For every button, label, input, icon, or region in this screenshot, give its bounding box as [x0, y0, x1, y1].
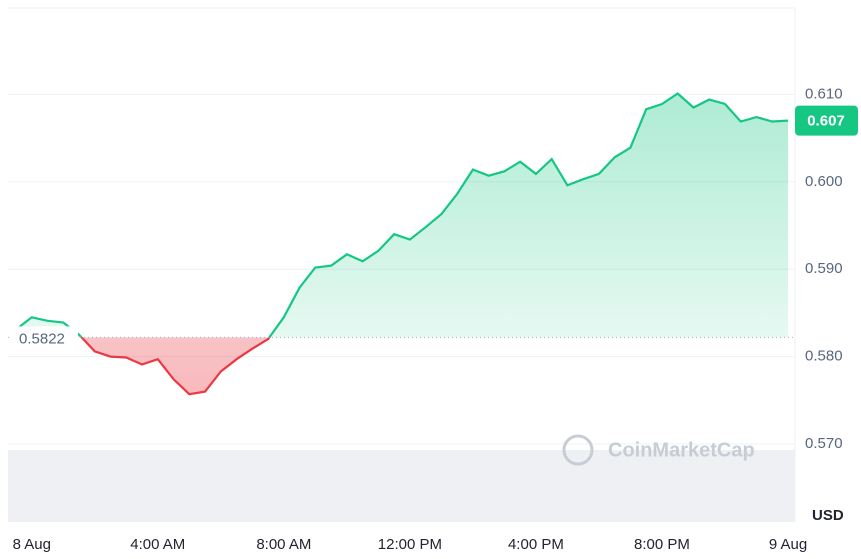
y-tick-label: 0.610 — [805, 85, 843, 102]
x-tick-label: 8 Aug — [13, 536, 51, 553]
y-tick-label: 0.590 — [805, 260, 843, 277]
current-price-badge — [795, 105, 858, 136]
area-down — [81, 337, 270, 395]
x-tick-label: 8:00 PM — [634, 536, 690, 553]
x-tick-label: 4:00 AM — [130, 536, 185, 553]
volume-area — [8, 450, 795, 522]
line-down — [80, 337, 271, 396]
baseline-label-bg — [12, 326, 78, 349]
area-up — [16, 93, 788, 338]
y-tick-label: 0.570 — [805, 435, 843, 452]
currency: USD — [812, 507, 844, 524]
x-tick-label: 12:00 PM — [378, 536, 442, 553]
y-tick-label: 0.580 — [805, 348, 843, 365]
x-tick-label: 8:00 AM — [256, 536, 311, 553]
y-tick-label: 0.600 — [805, 173, 843, 190]
x-tick-label: 4:00 PM — [508, 536, 564, 553]
x-tick-label: 9 Aug — [769, 536, 807, 553]
current-price-label: 0.607 — [807, 113, 845, 130]
baseline-label: 0.5822 — [19, 330, 65, 347]
line-up — [15, 92, 789, 338]
watermark-text: CoinMarketCap — [608, 439, 755, 461]
watermark: CoinMarketCap — [562, 434, 755, 466]
